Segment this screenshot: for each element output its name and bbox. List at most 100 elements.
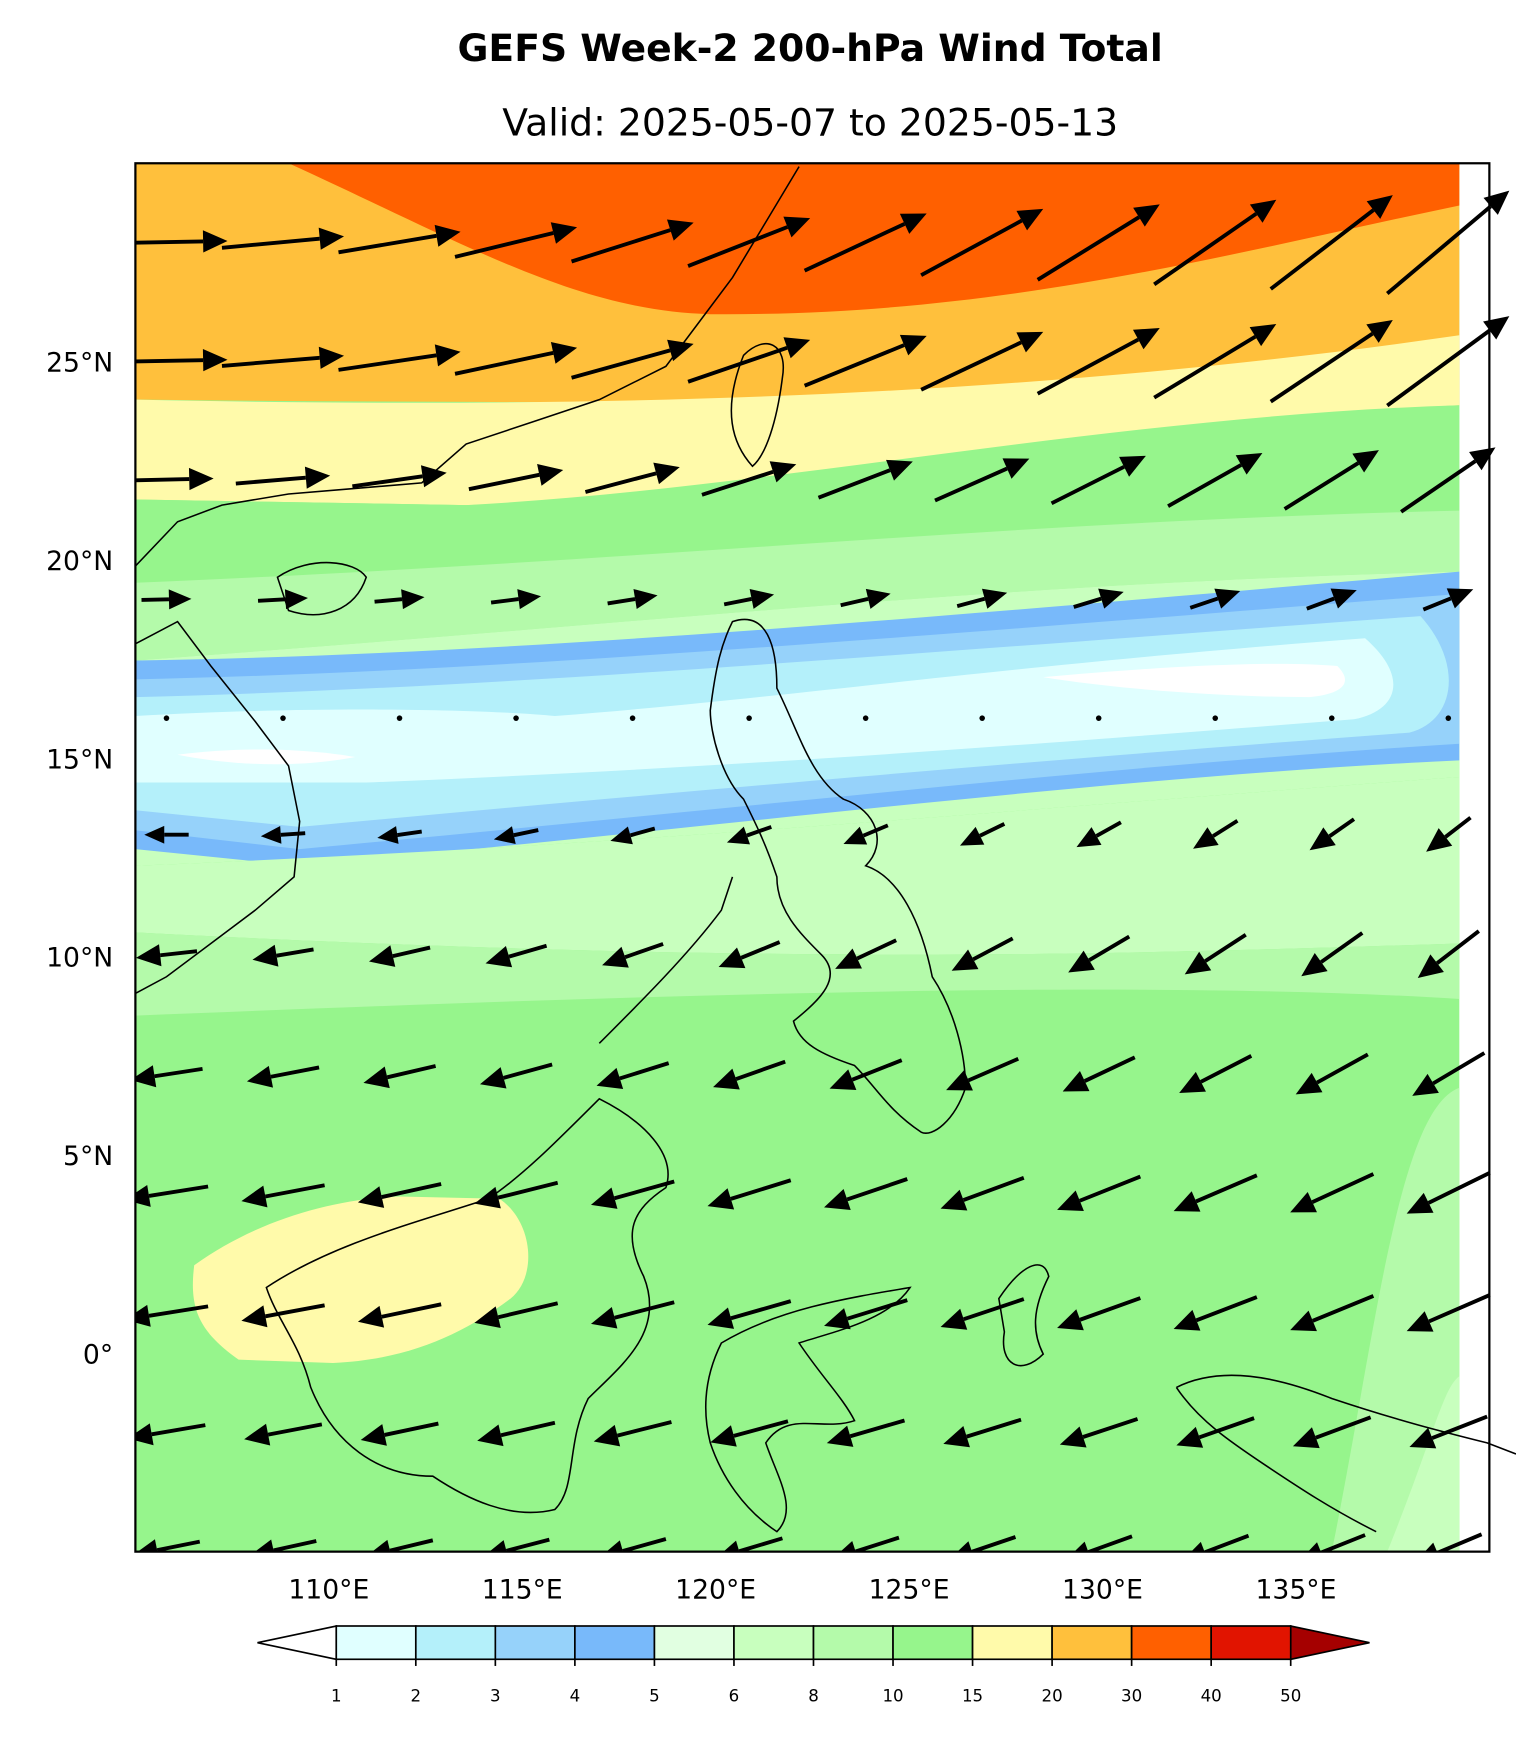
wind-arrow-head xyxy=(865,588,891,609)
wind-arrow-shaft xyxy=(803,222,906,273)
wind-arrow-shaft xyxy=(1432,1051,1486,1086)
wind-arrow xyxy=(1193,819,1239,849)
wind-arrow-shaft xyxy=(267,1422,323,1437)
wind-arrow-head xyxy=(633,589,658,610)
wind-arrow xyxy=(1050,455,1146,506)
wind-arrow-head xyxy=(1062,1071,1090,1092)
wind-arrow xyxy=(590,1179,675,1209)
shade-10-15b xyxy=(135,405,1460,583)
wind-arrow-head xyxy=(304,466,331,489)
colorbar-segment xyxy=(892,1625,974,1661)
wind-arrow-head xyxy=(1173,1309,1201,1331)
wind-arrow-shaft xyxy=(701,469,774,497)
wind-arrow-shaft xyxy=(840,596,869,608)
wind-arrow-shaft xyxy=(1204,1533,1250,1552)
wind-arrow xyxy=(593,1420,672,1447)
wind-arrow-head xyxy=(550,342,578,364)
wind-arrow-head xyxy=(951,949,979,971)
wind-arrow-shaft xyxy=(1435,929,1481,965)
wind-arrow-head xyxy=(943,1426,970,1448)
wind-arrow-head xyxy=(1366,195,1393,219)
wind-arrow xyxy=(979,715,985,721)
wind-arrow-shaft xyxy=(1386,328,1491,408)
wind-arrow-shaft xyxy=(803,343,905,388)
y-tick-label: 0° xyxy=(83,1339,113,1370)
y-tick-label: 10°N xyxy=(46,943,113,974)
wind-arrow-head xyxy=(1173,1191,1201,1212)
wind-arrow xyxy=(1184,933,1247,975)
wind-arrow-head xyxy=(369,945,396,967)
wind-arrow xyxy=(141,589,192,610)
wind-arrow-shaft xyxy=(1422,596,1452,612)
wind-arrow-head xyxy=(723,1540,740,1552)
wind-arrow-shaft xyxy=(571,348,671,380)
wind-arrow-head xyxy=(401,589,425,610)
shade-6-8c xyxy=(1387,1376,1460,1552)
wind-arrow-shaft xyxy=(733,1419,789,1438)
wind-arrow-shaft xyxy=(141,597,170,602)
wind-arrow xyxy=(144,825,189,844)
wind-arrow xyxy=(1062,1055,1136,1092)
wind-arrow-shaft xyxy=(265,1303,325,1319)
wind-arrow-head xyxy=(1469,447,1496,471)
wind-arrow-head xyxy=(710,1425,737,1447)
wind-arrow-head xyxy=(241,1185,268,1208)
wind-arrow xyxy=(1409,1414,1488,1449)
wind-arrow-shaft xyxy=(1073,596,1102,609)
wind-arrow xyxy=(1173,1173,1258,1212)
wind-arrow xyxy=(1406,1171,1491,1214)
wind-arrow-shaft xyxy=(934,466,1008,503)
wind-arrow xyxy=(829,1058,903,1091)
coast-indochina xyxy=(135,620,301,995)
wind-arrow-dot xyxy=(1328,715,1335,721)
wind-arrow-dot xyxy=(396,715,403,721)
wind-arrow-head xyxy=(840,1540,856,1552)
wind-arrow-head xyxy=(357,1186,385,1208)
wind-arrow xyxy=(1191,1533,1250,1552)
colorbar-tick-label: 40 xyxy=(1201,1686,1222,1705)
wind-arrow-head xyxy=(1352,450,1379,473)
colorbar: 1 2 3 4 5 6 8 10 15 20 30 40 50 xyxy=(257,1624,1370,1705)
wind-arrow xyxy=(943,1417,1022,1448)
wind-arrow-head xyxy=(1214,588,1241,609)
wind-arrow xyxy=(255,1539,317,1552)
wind-arrow xyxy=(396,715,403,721)
wind-arrow xyxy=(957,1535,1017,1552)
wind-arrow-head xyxy=(824,1308,851,1330)
shade-8-10b xyxy=(135,932,1460,1552)
wind-arrow-head xyxy=(1406,1192,1434,1214)
wind-arrow xyxy=(1292,1415,1372,1449)
wind-arrow-shaft xyxy=(1167,463,1243,508)
wind-arrow xyxy=(246,1065,320,1088)
y-tick-label: 20°N xyxy=(46,546,113,577)
wind-arrow-head xyxy=(252,944,279,967)
wind-arrow-head xyxy=(829,1069,857,1091)
wind-arrow-shaft xyxy=(1095,820,1122,838)
wind-arrow-head xyxy=(1417,954,1444,979)
wind-arrow xyxy=(454,222,578,259)
coast-china xyxy=(135,166,800,567)
wind-arrow-dot xyxy=(163,715,170,721)
wind-arrow xyxy=(946,1056,1020,1091)
wind-arrow-head xyxy=(718,947,746,969)
y-tick-label: 25°N xyxy=(46,348,113,379)
x-tick-label: 130°E xyxy=(1062,1574,1143,1605)
wind-arrow-shaft xyxy=(1320,1533,1366,1552)
wind-arrow-head xyxy=(1191,1541,1205,1552)
wind-arrow-head xyxy=(590,1187,618,1209)
wind-arrow-head xyxy=(1176,1426,1204,1448)
wind-arrow-head xyxy=(666,219,694,241)
wind-arrow xyxy=(956,588,1008,609)
wind-arrow xyxy=(803,213,927,273)
wind-arrow-head xyxy=(843,826,868,845)
wind-arrow-head xyxy=(886,459,913,481)
wind-arrow xyxy=(1426,816,1472,852)
wind-arrow-head xyxy=(550,222,578,244)
colorbar-tick-label: 3 xyxy=(490,1686,501,1705)
wind-arrow xyxy=(1306,588,1357,611)
wind-arrow-head xyxy=(144,825,165,844)
map-frame xyxy=(134,162,1491,1553)
wind-arrow-shaft xyxy=(966,1417,1022,1439)
wind-arrow-head xyxy=(135,1423,154,1446)
wind-arrow-head xyxy=(1184,951,1212,975)
